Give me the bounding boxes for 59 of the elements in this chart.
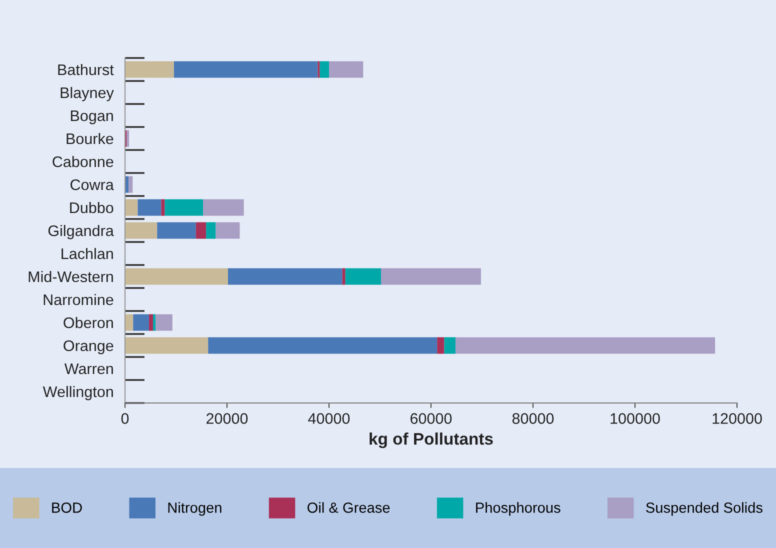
bar — [342, 268, 346, 285]
bar — [128, 176, 133, 193]
x-tick-label: 60000 — [410, 413, 452, 424]
bar — [455, 337, 716, 354]
legend-label: BOD — [52, 502, 82, 513]
x-tick-label: 20000 — [206, 413, 248, 424]
bar — [216, 222, 240, 239]
bar — [157, 222, 196, 239]
bar — [161, 199, 165, 216]
bar — [381, 268, 481, 285]
x-tick-label: 100000 — [610, 413, 660, 424]
bar — [444, 337, 456, 354]
x-tick-label: 40000 — [308, 413, 350, 424]
y-tick-label: Oberon — [64, 316, 113, 328]
y-tick-label: Narromine — [44, 294, 114, 306]
bar — [125, 268, 228, 285]
bar — [126, 130, 130, 147]
y-tick-label: Bourke — [66, 132, 114, 144]
x-axis-title: kg of Pollutants — [370, 432, 493, 448]
y-tick-label: Dubbo — [70, 202, 114, 214]
bar — [125, 314, 134, 331]
x-tick-label: 120000 — [712, 413, 762, 424]
y-tick-label: Mid-Western — [28, 270, 113, 282]
y-tick-label: Warren — [64, 364, 113, 374]
bar — [133, 314, 149, 331]
bar — [228, 268, 342, 285]
y-tick-label: Gilgandra — [48, 224, 114, 240]
bar — [125, 199, 138, 216]
bar — [208, 337, 438, 354]
x-tick-label: 0 — [121, 413, 129, 424]
bar — [174, 61, 318, 78]
bar — [437, 337, 444, 354]
bar — [196, 222, 206, 239]
legend-label: Oil & Grease — [308, 502, 390, 513]
bar — [164, 199, 204, 216]
bar — [125, 61, 174, 78]
y-tick-label: Cowra — [70, 179, 114, 190]
bar — [153, 314, 156, 331]
bar — [203, 199, 244, 216]
y-tick-label: Orange — [64, 340, 114, 354]
legend-label: Phosphorous — [476, 502, 560, 516]
bar — [148, 314, 154, 331]
y-tick-label: Bogan — [70, 110, 113, 124]
bar — [320, 61, 329, 78]
bar — [345, 268, 382, 285]
bar — [138, 199, 162, 216]
y-tick-label: Wellington — [42, 386, 113, 400]
x-tick-label: 80000 — [512, 413, 554, 424]
y-tick-label: Cabonne — [52, 156, 114, 168]
y-tick-label: Lachlan — [62, 248, 113, 260]
bar — [329, 61, 364, 78]
bar — [206, 222, 216, 239]
bar — [156, 314, 172, 331]
y-tick-label: Bathurst — [58, 64, 114, 76]
bar — [125, 337, 208, 354]
bar — [125, 222, 158, 239]
legend-label: Suspended Solids — [646, 502, 762, 516]
legend-label: Nitrogen — [168, 502, 222, 516]
y-tick-label: Blayney — [60, 86, 114, 102]
